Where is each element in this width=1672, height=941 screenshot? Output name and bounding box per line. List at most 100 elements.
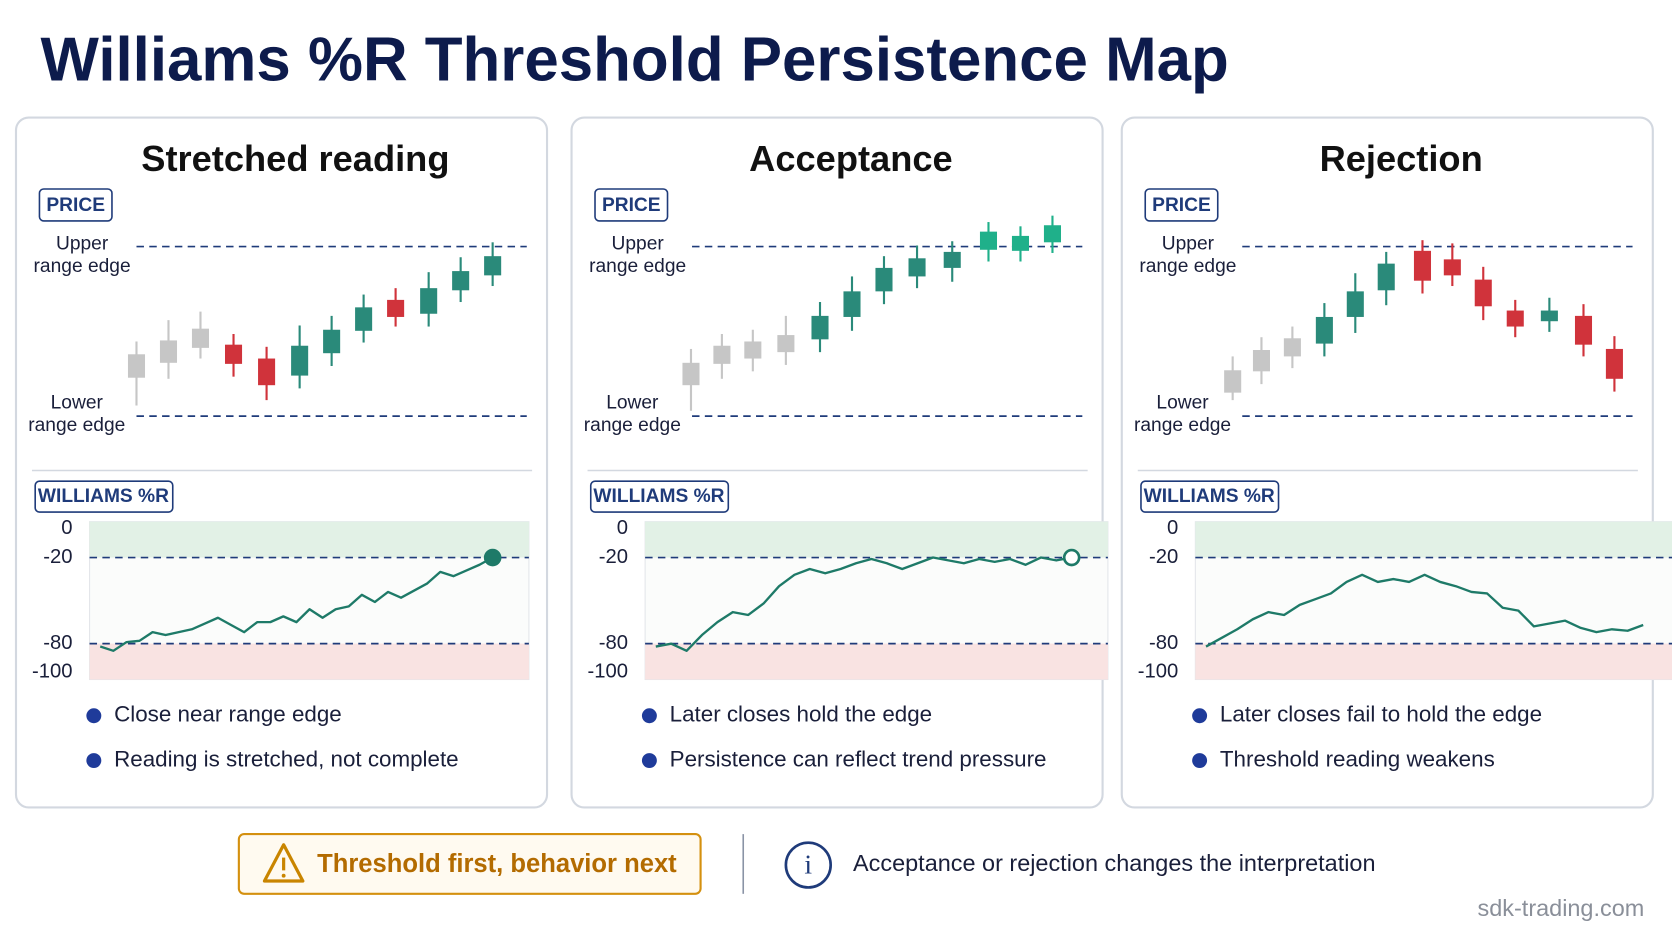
wr-line: [655, 556, 1072, 652]
candle-body: [1574, 315, 1593, 345]
warning-box: [237, 833, 702, 895]
page-title: Williams %R Threshold Persistence Map: [41, 26, 1229, 95]
watermark: sdk-trading.com: [1478, 895, 1645, 921]
candle-body: [1252, 350, 1270, 372]
y-tick-label: -80: [43, 632, 72, 654]
price-tag-text: PRICE: [1152, 195, 1211, 216]
upper-edge-label: range edge: [589, 256, 686, 277]
price-tag-text: PRICE: [602, 195, 661, 216]
lower-edge-label: Lower: [51, 392, 104, 413]
oversold-zone: [89, 643, 529, 680]
candle-body: [420, 288, 438, 314]
candle-body: [484, 256, 502, 276]
info-icon: [784, 841, 833, 889]
bullet-dot: [641, 708, 657, 724]
panel-heading: Stretched reading: [141, 138, 449, 179]
bullet-text: Later closes hold the edge: [670, 702, 932, 727]
overbought-zone: [1195, 521, 1672, 558]
candle-body: [979, 231, 998, 250]
bullet-text: Reading is stretched, not complete: [114, 746, 459, 771]
end-marker: [483, 548, 502, 567]
bullet-dot: [86, 708, 102, 724]
y-tick-label: 0: [1167, 517, 1178, 539]
candle-body: [682, 362, 700, 386]
upper-edge-label: range edge: [34, 256, 131, 277]
bullet-text: Threshold reading weakens: [1220, 746, 1495, 771]
overbought-zone: [645, 521, 1108, 558]
candle-body: [387, 299, 405, 317]
upper-edge-label: range edge: [1139, 256, 1236, 277]
y-tick-label: 0: [617, 517, 628, 539]
oversold-zone: [645, 643, 1108, 680]
warning-icon: [262, 843, 305, 883]
candle-body: [843, 291, 861, 317]
y-tick-label: -20: [599, 546, 628, 568]
wr-tag: [34, 480, 174, 513]
candle-body: [191, 328, 209, 348]
price-tag: [1144, 188, 1219, 222]
wr-tag-text: WILLIAMS %R: [38, 486, 169, 507]
candle-body: [1377, 263, 1395, 291]
candle-body: [1283, 338, 1301, 357]
bullet-text: Persistence can reflect trend pressure: [670, 746, 1047, 771]
candle-body: [452, 271, 470, 291]
lower-edge-label: range edge: [584, 415, 681, 436]
panel-heading: Acceptance: [749, 138, 953, 179]
candle-body: [1043, 225, 1061, 243]
lower-edge-label: range edge: [28, 415, 125, 436]
wr-line: [1205, 573, 1644, 648]
candle-body: [811, 315, 829, 340]
candle-body: [777, 335, 795, 353]
y-tick-label: -80: [599, 632, 628, 654]
candle-body: [258, 358, 276, 386]
overbought-zone: [89, 521, 529, 558]
y-tick-label: -100: [1138, 661, 1179, 683]
warning-text: Threshold first, behavior next: [317, 850, 677, 878]
price-tag: [38, 188, 113, 222]
candle-body: [1346, 291, 1364, 317]
candle-body: [1443, 259, 1461, 276]
wr-line: [99, 556, 494, 652]
candle-body: [1413, 250, 1432, 281]
candle-body: [159, 340, 178, 363]
candle-body: [908, 258, 926, 277]
upper-edge-label: Upper: [56, 234, 109, 255]
candle-body: [1506, 310, 1524, 327]
y-tick-label: -20: [43, 546, 72, 568]
lower-edge-label: range edge: [1134, 415, 1231, 436]
candle-body: [744, 341, 762, 359]
oversold-zone: [1195, 643, 1672, 680]
info-icon-i: i: [804, 849, 812, 880]
candle-body: [1540, 310, 1558, 322]
candle-body: [224, 344, 243, 364]
candle-body: [1474, 279, 1492, 307]
y-tick-label: -20: [1149, 546, 1178, 568]
wr-tag-text: WILLIAMS %R: [1144, 486, 1275, 507]
bullet-dot: [1192, 708, 1208, 724]
candle-body: [1605, 348, 1623, 379]
info-text: Acceptance or rejection changes the inte…: [853, 850, 1375, 876]
bullet-text: Close near range edge: [114, 702, 342, 727]
y-tick-label: -80: [1149, 632, 1178, 654]
upper-edge-label: Upper: [1162, 234, 1215, 255]
wr-tag-text: WILLIAMS %R: [593, 486, 724, 507]
candle-body: [943, 251, 961, 268]
candle-body: [127, 354, 146, 378]
candle-body: [713, 345, 731, 364]
bullet-dot: [641, 753, 657, 769]
candle-body: [1315, 316, 1333, 344]
price-tag-text: PRICE: [46, 195, 105, 216]
candle-body: [1224, 370, 1242, 393]
candle-body: [355, 307, 373, 331]
wr-tag: [589, 480, 730, 513]
candle-body: [875, 267, 893, 292]
candle-body: [1011, 235, 1030, 251]
y-tick-label: -100: [32, 661, 73, 683]
bullet-text: Later closes fail to hold the edge: [1220, 702, 1542, 727]
end-marker: [1062, 548, 1081, 567]
lower-edge-label: Lower: [606, 392, 659, 413]
bullet-dot: [1192, 753, 1208, 769]
candle-body: [291, 345, 309, 376]
upper-edge-label: Upper: [612, 234, 665, 255]
